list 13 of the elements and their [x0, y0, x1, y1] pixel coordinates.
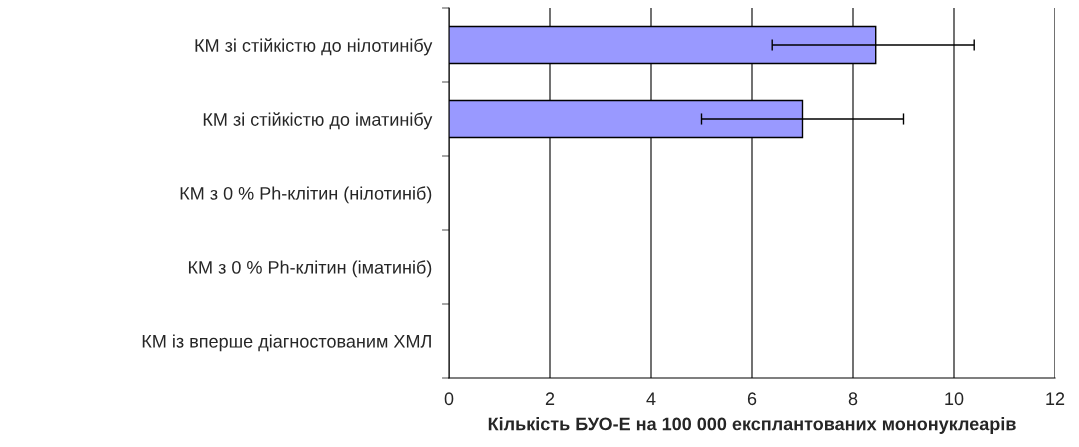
x-tick-label: 8: [848, 392, 858, 406]
y-tick-label: КМ зі стійкістю до нілотинібу: [195, 38, 433, 56]
x-tick-label: 6: [747, 392, 757, 406]
x-tick-label: 10: [945, 392, 964, 406]
x-tick-label: 4: [646, 392, 656, 405]
x-tick-label: 12: [1046, 392, 1065, 405]
y-tick-label: КМ з 0 % Ph-клітин (іматиніб): [188, 260, 432, 278]
y-tick-label: КМ з 0 % Ph-клітин (нілотиніб): [180, 186, 432, 204]
x-tick-label: 2: [545, 392, 555, 405]
y-tick-label: КМ зі стійкістю до іматинібу: [203, 112, 433, 130]
x-axis-title: Кількість БУО-Е на 100 000 експлантованих мононуклеарів: [488, 417, 1016, 434]
x-tick-label: 0: [444, 392, 454, 406]
y-tick-label: КМ із вперше діагностованим ХМЛ: [142, 334, 431, 352]
